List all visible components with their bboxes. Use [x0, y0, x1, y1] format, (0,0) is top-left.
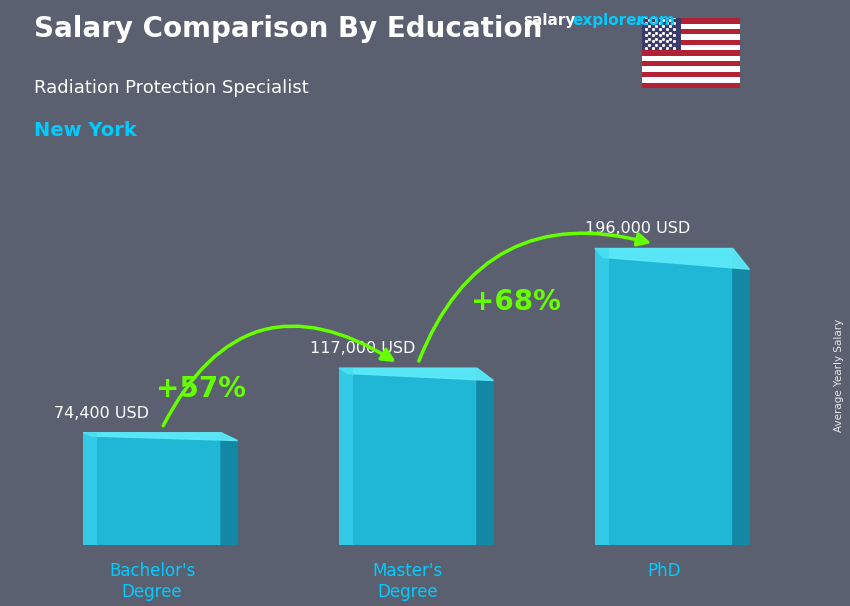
Bar	[642, 39, 740, 45]
Polygon shape	[221, 433, 237, 545]
Bar	[642, 61, 740, 67]
FancyBboxPatch shape	[339, 368, 353, 545]
Bar	[642, 50, 740, 56]
Polygon shape	[339, 368, 494, 381]
Bar	[642, 18, 740, 24]
Text: explorer: explorer	[572, 13, 644, 28]
Polygon shape	[83, 433, 237, 441]
Polygon shape	[477, 368, 494, 545]
FancyBboxPatch shape	[83, 433, 97, 545]
Bar	[642, 72, 740, 77]
Bar	[642, 56, 740, 61]
FancyBboxPatch shape	[339, 368, 477, 545]
Text: +68%: +68%	[472, 288, 561, 316]
Polygon shape	[733, 248, 750, 545]
Bar	[642, 77, 740, 82]
Bar	[642, 45, 740, 50]
Text: Radiation Protection Specialist: Radiation Protection Specialist	[34, 79, 309, 97]
Text: 196,000 USD: 196,000 USD	[585, 221, 690, 236]
Text: salary: salary	[523, 13, 575, 28]
Text: Average Yearly Salary: Average Yearly Salary	[834, 319, 844, 432]
FancyBboxPatch shape	[83, 433, 221, 545]
FancyBboxPatch shape	[595, 248, 733, 545]
Bar	[642, 29, 740, 35]
Text: .com: .com	[634, 13, 675, 28]
Text: 117,000 USD: 117,000 USD	[309, 341, 415, 356]
Text: Salary Comparison By Education: Salary Comparison By Education	[34, 15, 542, 43]
Bar	[642, 24, 740, 29]
Text: New York: New York	[34, 121, 137, 140]
Bar	[642, 67, 740, 72]
Text: +57%: +57%	[156, 375, 246, 404]
Polygon shape	[595, 248, 750, 269]
Text: 74,400 USD: 74,400 USD	[54, 405, 149, 421]
FancyBboxPatch shape	[595, 248, 609, 545]
Bar	[642, 18, 681, 50]
Bar	[642, 82, 740, 88]
Bar	[642, 35, 740, 39]
